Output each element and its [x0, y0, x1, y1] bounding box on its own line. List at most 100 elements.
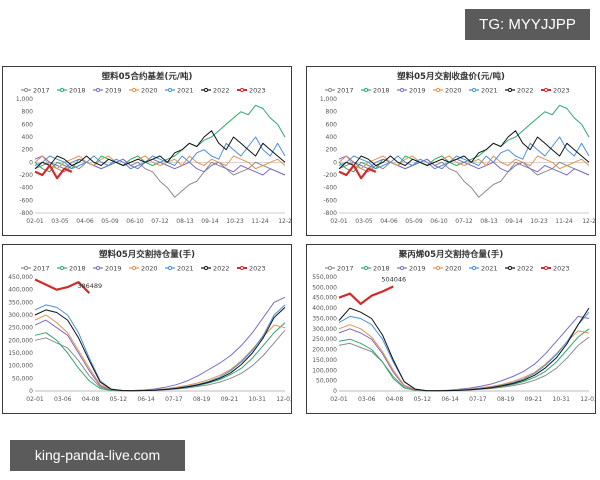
legend-label-2022: 2022: [213, 87, 230, 95]
y-tick-label: 550,000: [312, 274, 337, 281]
y-tick-label: 800: [326, 109, 338, 116]
legend-marker-2018: [363, 265, 369, 271]
x-tick-label: 10-23: [226, 218, 244, 225]
legend-label-2022: 2022: [517, 87, 534, 95]
x-tick-label: 03-05: [355, 218, 373, 225]
series-line-2018: [34, 322, 286, 392]
x-tick-label: 09-14: [505, 218, 523, 225]
series-line-2023: [34, 278, 91, 294]
legend-marker-2023: [239, 265, 245, 271]
legend-label-2023: 2023: [249, 87, 266, 95]
legend-marker-2023: [543, 87, 549, 93]
legend-label-2022: 2022: [213, 265, 230, 273]
x-tick-label: 04-08: [82, 396, 100, 403]
y-tick-label: 200,000: [312, 347, 337, 354]
legend-label-2023: 2023: [249, 265, 266, 273]
data-label-latest: 504046: [381, 276, 406, 284]
legend-label-2019: 2019: [105, 265, 122, 273]
x-tick-label: 08-13: [176, 218, 194, 225]
y-tick-label: 300,000: [312, 326, 337, 333]
legend-label-2019: 2019: [105, 87, 122, 95]
y-tick-label: 1,000: [320, 96, 337, 103]
x-tick-label: 12-03: [276, 396, 291, 403]
legend-marker-2017: [23, 87, 29, 93]
y-tick-label: 100,000: [312, 367, 337, 374]
y-tick-label: 450,000: [8, 274, 33, 281]
series-line-2023: [34, 164, 73, 180]
y-tick-label: 300,000: [8, 312, 33, 319]
x-tick-label: 12-2: [582, 218, 595, 225]
x-tick-label: 02-01: [26, 396, 44, 403]
series-line-2023: [338, 285, 394, 306]
y-tick-label: 400,000: [8, 287, 33, 294]
legend-label-2023: 2023: [553, 265, 570, 273]
series-line-2021: [34, 304, 286, 392]
legend-marker-2021: [471, 265, 477, 271]
series-line-2020: [34, 155, 286, 170]
series-line-2020: [338, 155, 590, 170]
y-tick-label: -400: [323, 185, 337, 192]
watermark-telegram: TG: MYYJJPP: [465, 9, 590, 40]
y-tick-label: 50,000: [12, 375, 33, 382]
y-tick-label: 0: [333, 388, 337, 395]
legend-marker-2022: [507, 87, 513, 93]
y-tick-label: -200: [19, 172, 33, 179]
legend-marker-2017: [327, 87, 333, 93]
y-tick-label: 600: [22, 121, 34, 128]
y-tick-label: 600: [326, 121, 338, 128]
legend-marker-2020: [131, 87, 137, 93]
legend-label-2020: 2020: [445, 87, 462, 95]
legend-label-2018: 2018: [373, 87, 390, 95]
series-line-2019: [34, 155, 286, 176]
chart-title: 聚丙烯05月交割持仓量(手): [398, 249, 504, 260]
series-line-2022: [34, 130, 286, 170]
x-tick-label: 06-10: [430, 218, 448, 225]
legend-label-2022: 2022: [517, 265, 534, 273]
x-tick-label: 04-06: [76, 218, 94, 225]
legend-marker-2017: [23, 265, 29, 271]
legend-label-2018: 2018: [69, 265, 86, 273]
series-line-2022: [338, 130, 590, 170]
legend-marker-2023: [239, 87, 245, 93]
y-tick-label: 0: [29, 388, 33, 395]
y-tick-label: 0: [29, 159, 33, 166]
series-line-2019: [338, 155, 590, 176]
series-line-2021: [34, 136, 286, 170]
x-tick-label: 11-24: [555, 218, 573, 225]
y-tick-label: 200: [326, 147, 338, 154]
series-line-2021: [338, 136, 590, 170]
y-tick-label: 250,000: [312, 336, 337, 343]
legend-label-2020: 2020: [141, 87, 158, 95]
legend-marker-2017: [327, 265, 333, 271]
chart-svg-1: 塑料05合约基差(元/吨) 2017 2018 2019 2020 2021 2022 202…: [16, 71, 291, 225]
y-tick-label: 200: [22, 147, 34, 154]
legend-marker-2020: [435, 265, 441, 271]
legend-marker-2023: [543, 265, 549, 271]
x-tick-label: 11-24: [251, 218, 269, 225]
chart-panel-3: 塑料05月交割持仓量(手) 2017 2018 2019 2020 2021 2022 202…: [2, 244, 292, 414]
legend-label-2021: 2021: [177, 265, 194, 273]
chart-svg-4: 聚丙烯05月交割持仓量(手) 2017 2018 2019 2020 2021 2022 20…: [312, 249, 595, 403]
legend-marker-2018: [59, 87, 65, 93]
x-tick-label: 10-31: [249, 396, 267, 403]
y-tick-label: 350,000: [8, 299, 33, 306]
x-tick-label: 10-31: [553, 396, 571, 403]
y-tick-label: 1,000: [16, 96, 33, 103]
y-tick-label: -200: [323, 172, 337, 179]
x-tick-label: 07-12: [151, 218, 169, 225]
legend-label-2020: 2020: [141, 265, 158, 273]
x-tick-label: 06-14: [137, 396, 155, 403]
y-tick-label: -800: [323, 210, 337, 217]
legend-marker-2019: [399, 87, 405, 93]
x-tick-label: 03-05: [51, 218, 69, 225]
x-tick-label: 02-01: [330, 218, 348, 225]
legend-label-2017: 2017: [337, 265, 354, 273]
legend-label-2017: 2017: [33, 265, 50, 273]
chart-svg-3: 塑料05月交割持仓量(手) 2017 2018 2019 2020 2021 2022 202…: [8, 249, 291, 403]
legend-marker-2021: [167, 265, 173, 271]
legend-marker-2018: [59, 265, 65, 271]
y-tick-label: 400: [326, 134, 338, 141]
y-tick-label: 400: [22, 134, 34, 141]
y-tick-label: 0: [333, 159, 337, 166]
legend-marker-2018: [363, 87, 369, 93]
